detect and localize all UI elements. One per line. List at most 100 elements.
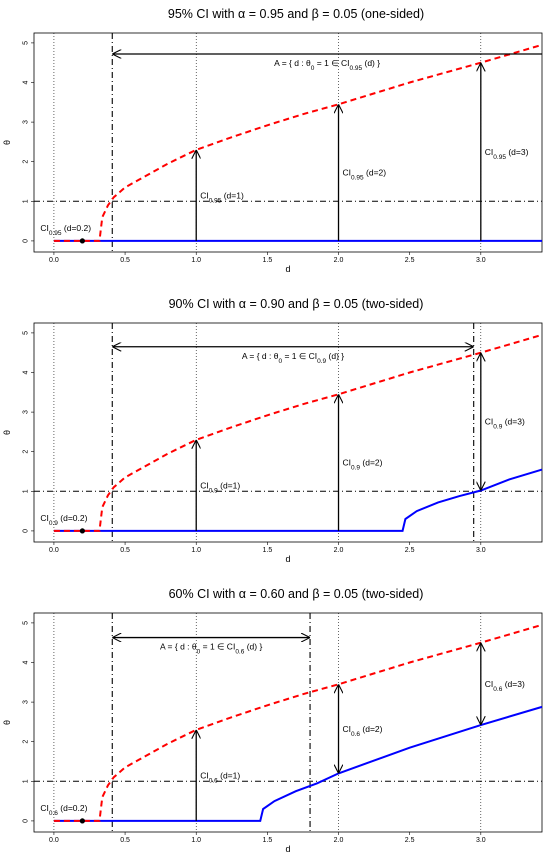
interval-label: CI0.9 (d=1) xyxy=(200,480,240,494)
y-tick-label: 0 xyxy=(23,529,30,533)
x-tick-label: 0.5 xyxy=(120,547,130,554)
y-tick-label: 2 xyxy=(23,160,30,164)
series-line xyxy=(53,468,543,532)
interval-label-part: 0.9 xyxy=(209,487,218,494)
chart-title: 95% CI with α = 0.95 and β = 0.05 (one-s… xyxy=(168,7,424,21)
interval-label-part: 0.95 xyxy=(209,197,222,204)
point-label: CI0.95 (d=0.2) xyxy=(40,223,91,237)
panel: 90% CI with α = 0.90 and β = 0.05 (two-s… xyxy=(2,297,543,564)
y-tick-label: 4 xyxy=(23,660,30,664)
observed-point xyxy=(79,528,85,534)
observed-point xyxy=(79,818,85,824)
interval-label-part: 0.95 xyxy=(493,153,506,160)
set-label-part: (d) } xyxy=(244,642,262,652)
interval-label-part: CI xyxy=(485,417,494,427)
x-tick-label: 3.0 xyxy=(476,257,486,264)
interval-label: CI0.6 (d=1) xyxy=(200,770,240,784)
series-line xyxy=(53,43,543,242)
x-tick-label: 0.5 xyxy=(120,837,130,844)
set-label-part: 0 xyxy=(311,64,315,71)
y-tick-label: 3 xyxy=(23,120,30,124)
x-tick-label: 3.0 xyxy=(476,547,486,554)
point-label-part: (d=0.2) xyxy=(58,513,88,523)
point-label-part: 0.9 xyxy=(49,519,58,526)
observed-point xyxy=(79,238,85,244)
set-label-part: = 1 ∈ CI xyxy=(314,58,349,68)
interval-label-part: (d=2) xyxy=(364,168,387,178)
y-tick-label: 0 xyxy=(23,819,30,823)
chart-title: 60% CI with α = 0.60 and β = 0.05 (two-s… xyxy=(169,587,424,601)
interval-label-part: 0.6 xyxy=(493,685,502,692)
set-label: A = { d : θ0 = 1 ∈ CI0.95 (d) } xyxy=(274,58,380,72)
x-tick-label: 2.5 xyxy=(405,837,415,844)
interval-label: CI0.6 (d=2) xyxy=(343,724,383,738)
plot-frame xyxy=(33,32,543,253)
interval-label-part: CI xyxy=(485,679,494,689)
series-line xyxy=(53,333,543,532)
set-label-part: = 1 ∈ CI xyxy=(200,642,235,652)
y-tick-label: 5 xyxy=(23,41,30,45)
point-label-part: (d=0.2) xyxy=(58,803,88,813)
point-label-part: 0.95 xyxy=(49,229,62,236)
interval-label-part: CI xyxy=(485,147,494,157)
set-label-part: A = { d : θ xyxy=(274,58,311,68)
y-tick-label: 4 xyxy=(23,370,30,374)
point-label-part: 0.6 xyxy=(49,809,58,816)
set-label-part: (d) } xyxy=(326,351,344,361)
interval-label-part: (d=3) xyxy=(502,679,525,689)
x-tick-label: 2.5 xyxy=(405,547,415,554)
set-label-part: (d) } xyxy=(362,58,380,68)
x-axis-label: d xyxy=(285,554,290,564)
y-axis-label: θ xyxy=(2,430,12,435)
x-axis-label: d xyxy=(285,844,290,854)
point-label-part: (d=0.2) xyxy=(62,223,92,233)
interval-label: CI0.95 (d=3) xyxy=(485,147,529,161)
point-label: CI0.9 (d=0.2) xyxy=(40,513,87,527)
interval-label-part: (d=2) xyxy=(360,724,383,734)
interval-label-part: 0.6 xyxy=(351,730,360,737)
y-tick-label: 0 xyxy=(23,239,30,243)
y-tick-label: 4 xyxy=(23,80,30,84)
interval-label-part: CI xyxy=(200,480,209,490)
set-label-part: 0.95 xyxy=(349,64,362,71)
chart-title: 90% CI with α = 0.90 and β = 0.05 (two-s… xyxy=(169,297,424,311)
set-label-part: 0 xyxy=(197,648,201,655)
interval-label: CI0.95 (d=2) xyxy=(343,168,387,182)
interval-label-part: 0.9 xyxy=(351,464,360,471)
interval-label-part: (d=1) xyxy=(218,480,241,490)
point-label-part: CI xyxy=(40,513,49,523)
interval-label-part: (d=1) xyxy=(221,190,244,200)
interval-label-part: CI xyxy=(200,770,209,780)
x-tick-label: 0.0 xyxy=(49,547,59,554)
x-tick-label: 1.5 xyxy=(262,547,272,554)
y-tick-label: 5 xyxy=(23,621,30,625)
x-tick-label: 2.0 xyxy=(334,837,344,844)
interval-label-part: 0.9 xyxy=(493,423,502,430)
set-label-part: 0 xyxy=(278,357,282,364)
x-tick-label: 2.5 xyxy=(405,257,415,264)
point-label: CI0.6 (d=0.2) xyxy=(40,803,87,817)
interval-label-part: CI xyxy=(343,724,352,734)
y-tick-label: 3 xyxy=(23,410,30,414)
x-tick-label: 1.0 xyxy=(191,547,201,554)
plot-frame xyxy=(33,612,543,833)
y-tick-label: 3 xyxy=(23,700,30,704)
interval-label: CI0.95 (d=1) xyxy=(200,190,244,204)
interval-label-part: CI xyxy=(343,458,352,468)
panel: 95% CI with α = 0.95 and β = 0.05 (one-s… xyxy=(2,7,543,274)
set-label-part: A = { d : θ xyxy=(160,642,197,652)
plot-frame xyxy=(33,322,543,543)
y-axis-label: θ xyxy=(2,140,12,145)
panel: 60% CI with α = 0.60 and β = 0.05 (two-s… xyxy=(2,587,543,854)
y-tick-label: 1 xyxy=(23,779,30,783)
x-axis-label: d xyxy=(285,264,290,274)
interval-label-part: CI xyxy=(200,190,209,200)
interval-label: CI0.6 (d=3) xyxy=(485,679,525,693)
point-label-part: CI xyxy=(40,223,49,233)
set-label-part: = 1 ∈ CI xyxy=(282,351,317,361)
set-label-part: 0.6 xyxy=(235,648,244,655)
interval-label-part: 0.6 xyxy=(209,777,218,784)
interval-label-part: (d=3) xyxy=(506,147,529,157)
